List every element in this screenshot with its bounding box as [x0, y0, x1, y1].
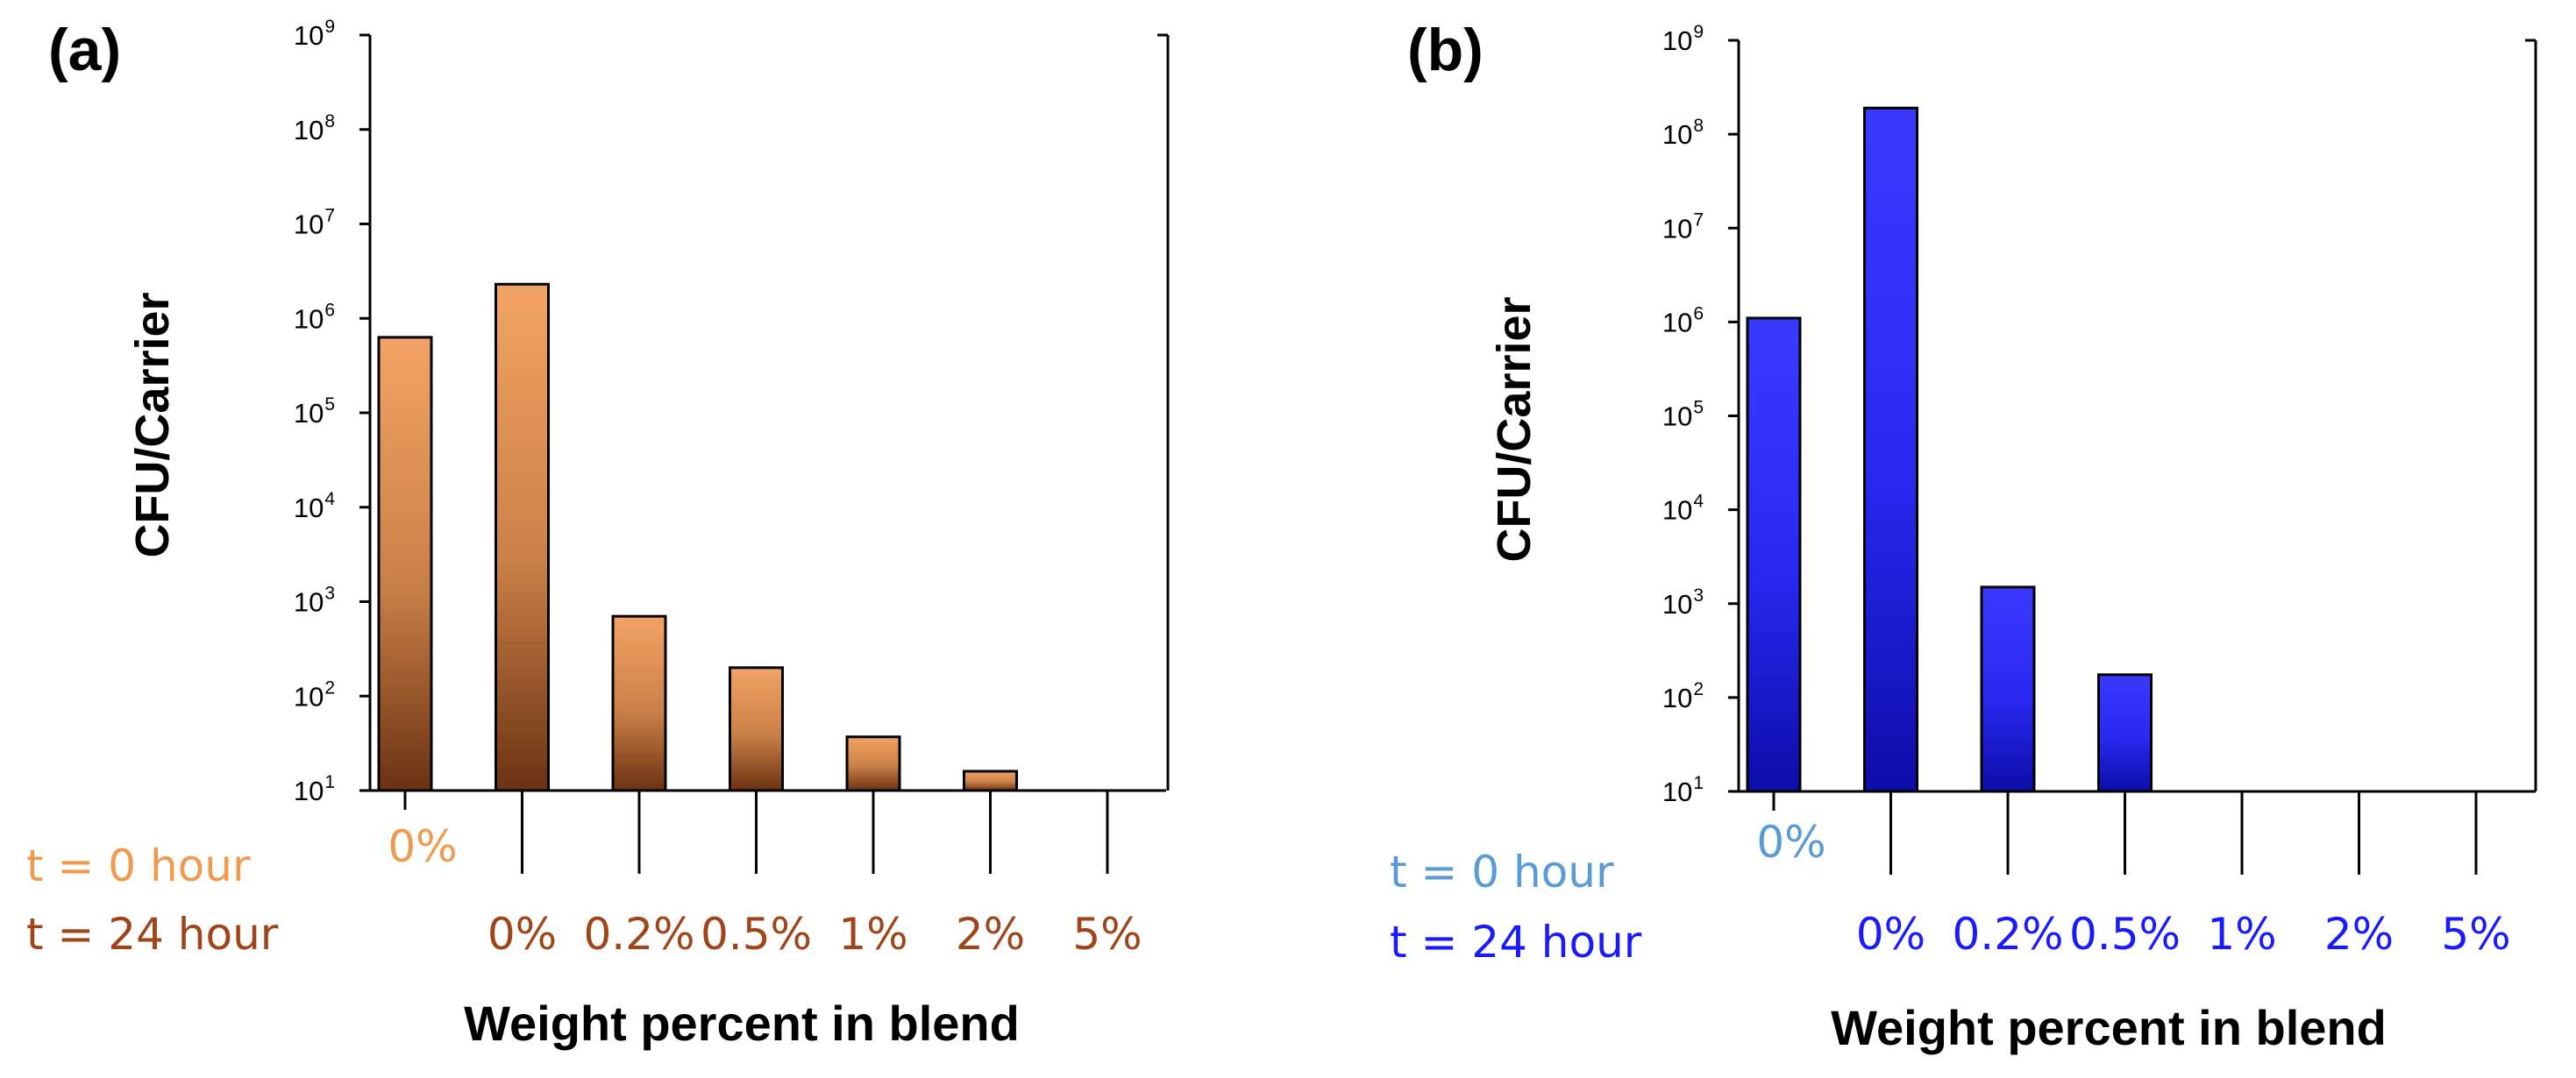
bar-2 — [495, 282, 550, 792]
x-axis-label-a: Weight percent in blend — [464, 996, 1020, 1051]
panel-label-b: (b) — [1407, 17, 1484, 83]
category-label-3: 0.2% — [583, 909, 694, 960]
category-labels-a: 0% 0% 0.2% 0.5% 1% 2% 5% — [388, 821, 1142, 960]
y-tick-label: 103 — [294, 584, 335, 618]
bar-3 — [611, 614, 667, 792]
y-tick-label: 108 — [1662, 116, 1704, 150]
category-label-4: 0.5% — [701, 909, 812, 960]
y-tick-label: 103 — [1662, 585, 1704, 620]
bar-3 — [1980, 585, 2036, 793]
panel-b: (b) CFU/Carrier Weight percent in blend … — [1390, 17, 2537, 1055]
category-label-4: 0.5% — [2069, 909, 2181, 960]
y-tick-label: 102 — [1662, 679, 1704, 713]
y-axis-label-a: CFU/Carrier — [126, 292, 179, 557]
bar-1 — [377, 336, 433, 792]
x-axis-label-b: Weight percent in blend — [1831, 1000, 2387, 1055]
category-label-6: 2% — [956, 909, 1025, 960]
category-label-3: 0.2% — [1952, 909, 2063, 960]
bar-4 — [2097, 673, 2153, 793]
y-tick-label: 106 — [294, 300, 335, 334]
axes-b: 101 102 103 104 105 106 107 108 109 — [1662, 22, 2537, 875]
y-tick-label: 106 — [1662, 303, 1704, 337]
y-tick-label: 104 — [1662, 492, 1704, 526]
y-tick-label: 104 — [294, 489, 335, 523]
panel-label-a: (a) — [48, 17, 121, 83]
y-tick-label: 101 — [1662, 773, 1704, 807]
legend-t24-b: t = 24 hour — [1390, 917, 1642, 968]
category-label-1: 0% — [1756, 817, 1825, 868]
category-label-7: 5% — [1072, 909, 1142, 960]
category-label-1: 0% — [388, 821, 457, 872]
y-tick-label: 107 — [294, 206, 335, 240]
category-label-2: 0% — [1856, 909, 1925, 960]
bar-1 — [1746, 316, 1802, 793]
category-label-5: 1% — [838, 909, 907, 960]
bars-b — [1746, 106, 2153, 793]
panel-a: (a) CFU/Carrier Weight percent in blend … — [26, 17, 1170, 1051]
y-tick-label: 109 — [294, 17, 335, 51]
legend-t0-b: t = 0 hour — [1390, 847, 1614, 897]
category-label-5: 1% — [2207, 909, 2276, 960]
bars-a — [377, 282, 1018, 792]
y-tick-label: 109 — [1662, 22, 1704, 56]
bar-2 — [1863, 106, 1918, 793]
y-tick-label: 105 — [294, 394, 335, 429]
legend-t0-a: t = 0 hour — [26, 840, 251, 891]
y-tick-label: 105 — [1662, 398, 1704, 432]
legend-t24-a: t = 24 hour — [26, 909, 279, 960]
y-axis-label-b: CFU/Carrier — [1488, 296, 1541, 562]
category-label-7: 5% — [2441, 909, 2510, 960]
axes-a: 101 102 103 104 105 106 107 108 109 — [294, 17, 1170, 874]
y-tick-label: 107 — [1662, 209, 1704, 244]
y-tick-label: 102 — [294, 677, 335, 712]
bar-4 — [729, 666, 784, 792]
y-tick-label: 101 — [294, 772, 335, 806]
category-labels-b: 0% 0% 0.2% 0.5% 1% 2% 5% — [1756, 817, 2510, 960]
category-label-6: 2% — [2324, 909, 2394, 960]
category-label-2: 0% — [487, 909, 557, 960]
y-tick-label: 108 — [294, 111, 335, 145]
bar-5 — [845, 735, 901, 792]
bar-6 — [963, 769, 1018, 792]
